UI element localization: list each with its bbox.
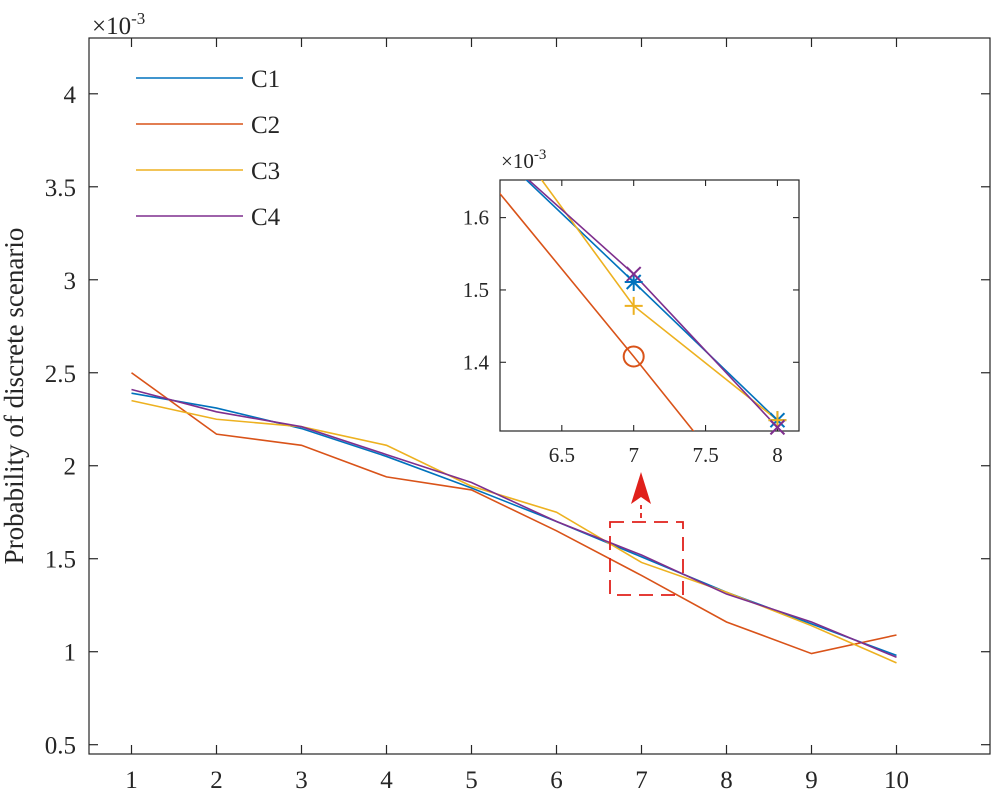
zoom-highlight (609, 472, 684, 596)
inset-marker-c1-x7 (624, 272, 643, 291)
legend: C1 C2 C3 C4 (136, 66, 281, 231)
inset-series-line-c2 (500, 192, 695, 431)
y-tick-label: 3 (64, 268, 77, 295)
legend-label-c3: C3 (251, 158, 280, 185)
inset-ticks: 6.5 7 7.5 8 1.4 1.5 1.6 (463, 180, 799, 467)
inset-series-group (500, 180, 787, 436)
y-tick-label: 2.5 (45, 361, 76, 388)
y-exponent-label: ×10-3 (92, 9, 145, 40)
x-tick-label: 2 (210, 767, 223, 794)
y-tick-label: 1.5 (45, 547, 76, 574)
inset-marker-c2-x7 (622, 345, 645, 368)
inset-marker-c4-x8 (769, 419, 786, 436)
main-ticks: 1 2 3 4 5 6 7 8 9 10 0.5 1 1.5 2 2.5 3 3.5 4 (45, 38, 990, 794)
inset-x-tick-label: 6.5 (549, 443, 575, 467)
series-line-c2 (131, 372, 897, 655)
series-line-c4 (131, 388, 897, 659)
y-tick-label: 3.5 (45, 175, 76, 202)
inset-x-tick-label: 7 (628, 443, 639, 467)
zoom-region-box (609, 521, 684, 596)
inset-y-tick-label: 1.5 (463, 278, 489, 302)
inset-x-tick-label: 8 (772, 443, 783, 467)
legend-label-c2: C2 (251, 112, 280, 139)
zoom-arrow-head (631, 472, 651, 504)
y-tick-label: 2 (64, 454, 77, 481)
inset-marker-c4-x7 (625, 266, 642, 282)
y-tick-label: 0.5 (45, 733, 76, 760)
x-tick-label: 4 (380, 767, 393, 794)
y-axis-label: Probability of discrete scenario (0, 228, 29, 565)
inset-x-tick-label: 7.5 (692, 443, 718, 467)
x-tick-label: 3 (295, 767, 308, 794)
inset-y-tick-label: 1.6 (463, 206, 489, 230)
y-tick-label: 1 (64, 640, 77, 667)
x-tick-label: 5 (465, 767, 478, 794)
x-tick-label: 6 (550, 767, 563, 794)
y-tick-label: 4 (64, 82, 77, 109)
legend-label-c1: C1 (251, 66, 280, 93)
inset-y-exponent-label: ×10-3 (501, 147, 546, 173)
x-tick-label: 1 (125, 767, 138, 794)
inset-y-tick-label: 1.4 (463, 350, 490, 374)
x-tick-label: 9 (805, 767, 818, 794)
main-series-group (131, 372, 897, 664)
legend-label-c4: C4 (251, 204, 281, 231)
inset-plot-area (499, 179, 800, 432)
inset-marker-c3-x7 (624, 296, 643, 315)
x-tick-label: 8 (720, 767, 733, 794)
x-tick-label: 10 (884, 767, 909, 794)
series-line-c3 (131, 399, 897, 664)
x-tick-label: 7 (635, 767, 648, 794)
